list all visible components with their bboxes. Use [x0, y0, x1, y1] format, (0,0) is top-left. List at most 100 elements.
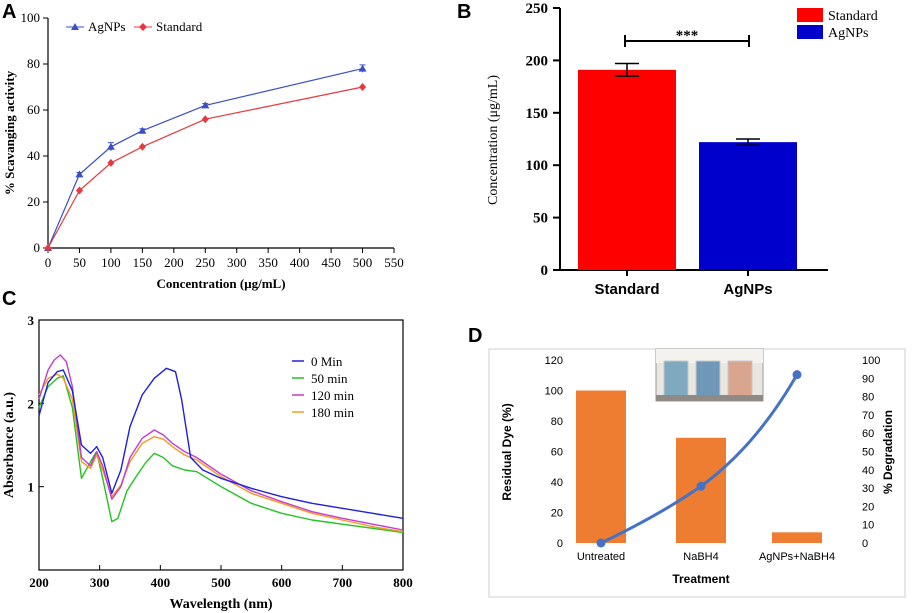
c-legend-0-min: 0 Min: [311, 354, 343, 369]
b-y-tick-label: 200: [526, 53, 549, 69]
b-category-label: AgNPs: [723, 281, 772, 298]
d-degradation-point: [596, 538, 606, 548]
a-x-tick-label: 200: [164, 255, 184, 270]
b-bar-agnps: [699, 142, 797, 270]
a-legend-standard: Standard: [156, 19, 203, 34]
d-y2-tick-label: 50: [862, 447, 874, 459]
a-y-tick-label: 20: [27, 194, 40, 209]
a-x-tick-label: 400: [290, 255, 310, 270]
d-category-label: Untreated: [577, 551, 625, 563]
c-legend-120-min: 120 min: [311, 388, 354, 403]
c-x-tick-label: 700: [333, 575, 353, 590]
a-y-tick-label: 80: [27, 56, 40, 71]
panel-label-c: C: [2, 288, 16, 310]
a-y-tick-label: 60: [27, 102, 40, 117]
a-legend-diamond-icon: [139, 23, 147, 31]
a-point-standard: [44, 244, 52, 252]
a-point-standard: [107, 158, 115, 167]
a-y-tick-label: 100: [21, 10, 41, 25]
c-legend: 0 Min 50 min 120 min 180 min: [292, 354, 354, 420]
b-legend-standard-swatch: [797, 8, 823, 22]
a-x-tick-label: 450: [321, 255, 341, 270]
a-x-tick-label: 100: [101, 255, 121, 270]
a-point-standard: [75, 186, 83, 195]
c-y-axis-title: Absorbance (a.u.): [2, 392, 17, 499]
d-vial-nabh4: [695, 360, 721, 398]
c-series-line-50-min: [38, 375, 404, 534]
d-y2-tick-label: 90: [862, 373, 874, 385]
d-y2-tick-label: 10: [862, 520, 874, 532]
a-series-line-agnps: [47, 68, 363, 249]
d-degradation-point: [792, 370, 802, 380]
b-significance-stars: ***: [676, 28, 699, 44]
d-y2-tick-label: 0: [862, 538, 868, 550]
c-series-line-120-min: [38, 354, 404, 531]
b-category-label: Standard: [594, 281, 659, 298]
a-y-axis-title: % Scavanging activity: [2, 70, 17, 195]
a-point-standard: [359, 83, 367, 91]
a-legend-triangle-icon: [71, 23, 79, 30]
b-legend-agnps: AgNPs: [828, 26, 868, 41]
c-series-line-180-min: [38, 373, 404, 533]
a-x-tick-label: 250: [196, 255, 216, 270]
b-legend-standard: Standard: [828, 9, 878, 24]
d-y2-tick-label: 70: [862, 410, 874, 422]
c-x-tick-label: 500: [211, 575, 231, 590]
panel-a-chart: 0 50 100 150 200 250 300 350 400 450 500 550 0 20 40 60…: [2, 10, 404, 291]
b-y-tick-label: 100: [526, 158, 549, 174]
a-point-standard: [138, 142, 146, 151]
d-y-tick-label: 80: [551, 416, 563, 428]
c-y-tick-label: 1: [28, 480, 35, 495]
d-y2-tick-label: 30: [862, 483, 874, 495]
a-point-agnps: [106, 142, 115, 150]
a-x-tick-label: 300: [227, 255, 247, 270]
a-point-agnps: [138, 126, 147, 134]
panel-label-b: B: [457, 1, 471, 23]
d-y-tick-label: 40: [551, 477, 563, 489]
c-legend-50-min: 50 min: [311, 371, 348, 386]
a-point-standard: [201, 115, 209, 124]
d-y2-axis-title: % Degradation: [881, 410, 895, 494]
a-x-tick-label: 0: [45, 255, 52, 270]
b-y-tick-label: 250: [526, 1, 549, 17]
c-legend-180-min: 180 min: [311, 405, 354, 420]
panel-label-d: D: [468, 325, 482, 347]
c-x-axis-title: Wavelength (nm): [169, 597, 272, 612]
c-x-tick-label: 200: [29, 575, 49, 590]
b-legend: Standard AgNPs: [797, 8, 878, 41]
a-legend-agnps: AgNPs: [88, 19, 126, 34]
d-bar-untreated: [576, 390, 626, 543]
panel-b-chart: 0 50 100 150 200 250 Standard AgNPs Concentrati…: [486, 1, 878, 298]
b-y-tick-label: 150: [526, 106, 549, 122]
c-x-tick-label: 400: [151, 575, 171, 590]
d-y2-tick-label: 20: [862, 501, 874, 513]
d-vial-untreated: [663, 360, 689, 398]
d-y2-tick-label: 100: [862, 355, 880, 367]
d-category-label: AgNPs+NaBH4: [759, 551, 835, 563]
c-y-tick-label: 2: [28, 396, 35, 411]
panel-label-a: A: [2, 1, 16, 23]
a-x-tick-label: 50: [73, 255, 86, 270]
a-point-agnps: [75, 170, 84, 178]
d-x-axis-title: Treatment: [672, 572, 729, 586]
d-y2-tick-label: 40: [862, 465, 874, 477]
d-y2-tick-label: 60: [862, 428, 874, 440]
a-x-tick-label: 550: [384, 255, 404, 270]
c-x-tick-label: 800: [393, 575, 413, 590]
a-point-agnps: [358, 64, 367, 72]
d-vial-agnps: [727, 360, 753, 398]
d-sample-photo: [655, 348, 764, 402]
c-series-line-0-min: [38, 367, 404, 520]
d-y-tick-label: 60: [551, 447, 563, 459]
a-y-tick-label: 40: [27, 148, 40, 163]
panel-d-chart: 0 20 40 60 80 100 120 0 10 20 30 40 50 60 70 80 90 100 Unt…: [488, 348, 906, 598]
c-x-tick-label: 300: [90, 575, 110, 590]
d-bar-agnps-nabh4: [772, 532, 822, 543]
a-series-line-standard: [47, 86, 363, 249]
c-plot-frame: [38, 319, 404, 571]
d-degradation-point: [696, 481, 706, 491]
d-y2-tick-label: 80: [862, 392, 874, 404]
a-x-tick-label: 350: [258, 255, 278, 270]
b-y-tick-label: 50: [533, 211, 548, 227]
